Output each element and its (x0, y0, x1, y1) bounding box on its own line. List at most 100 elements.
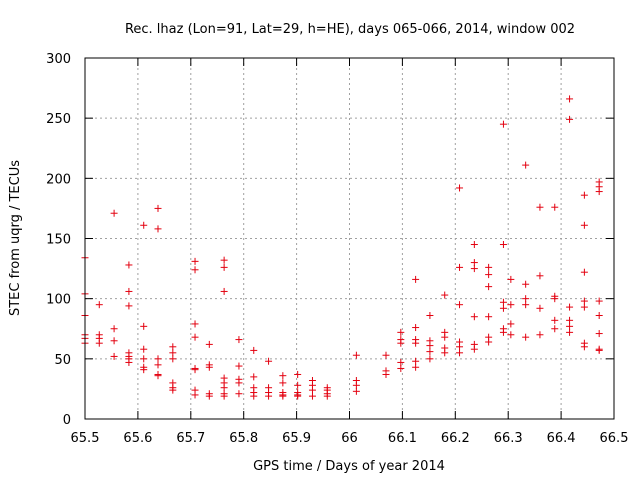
y-tick-label: 250 (46, 112, 71, 127)
data-point (522, 280, 530, 288)
data-point (499, 304, 507, 312)
data-point (470, 265, 478, 273)
data-point (352, 387, 360, 395)
data-point (125, 287, 133, 295)
data-point (294, 392, 302, 400)
data-point (580, 303, 588, 311)
x-axis-ticks: 65.5 65.6 65.7 65.8 65.9 66 66.1 66.2 66.3 66.4 66… (71, 58, 629, 446)
data-point (595, 297, 603, 305)
data-point (110, 209, 118, 217)
data-point (580, 343, 588, 351)
data-point (566, 328, 574, 336)
data-point (397, 364, 405, 372)
data-point (499, 298, 507, 306)
data-point (499, 328, 507, 336)
x-tick-label: 66.4 (547, 431, 576, 446)
x-tick-label: 66.1 (388, 431, 417, 446)
data-point (235, 379, 243, 387)
data-point (536, 272, 544, 280)
data-point (250, 392, 258, 400)
chart-title: Rec. lhaz (Lon=91, Lat=29, h=HE), days 0… (125, 22, 575, 37)
data-point (580, 268, 588, 276)
x-tick-label: 65.5 (71, 431, 100, 446)
data-point (580, 297, 588, 305)
data-point (426, 355, 434, 363)
data-point (522, 295, 530, 303)
data-point (566, 95, 574, 103)
data-point (382, 370, 390, 378)
data-point (95, 301, 103, 309)
data-point (507, 320, 515, 328)
data-point (426, 312, 434, 320)
data-point (235, 336, 243, 344)
data-point (566, 316, 574, 324)
data-point (499, 241, 507, 249)
data-point (205, 340, 213, 348)
data-point (595, 312, 603, 320)
data-point (470, 259, 478, 267)
data-point (507, 301, 515, 309)
data-point (235, 390, 243, 398)
data-point (412, 357, 420, 365)
data-point (485, 283, 493, 291)
data-point (110, 325, 118, 333)
y-tick-label: 100 (46, 293, 71, 308)
data-point (485, 263, 493, 271)
data-point (220, 263, 228, 271)
data-point (250, 373, 258, 381)
data-point (250, 346, 258, 354)
data-point (220, 256, 228, 264)
data-point (566, 322, 574, 330)
data-point (169, 386, 177, 394)
data-point (485, 271, 493, 279)
x-tick-label: 66.3 (494, 431, 523, 446)
data-point (470, 345, 478, 353)
data-point (279, 392, 287, 400)
data-point (140, 345, 148, 353)
data-point (566, 115, 574, 123)
data-point (169, 355, 177, 363)
data-point (154, 225, 162, 233)
x-axis-title: GPS time / Days of year 2014 (253, 459, 445, 474)
y-tick-label: 0 (63, 413, 71, 428)
data-point (191, 320, 199, 328)
data-point (154, 361, 162, 369)
data-point (323, 392, 331, 400)
plot-frame (84, 57, 615, 420)
data-point (412, 275, 420, 283)
data-point (154, 204, 162, 212)
data-point (191, 391, 199, 399)
data-point (140, 355, 148, 363)
data-point (470, 241, 478, 249)
data-point (169, 349, 177, 357)
data-point (397, 339, 405, 347)
y-axis-title: STEC from uqrg / TECUs (8, 160, 23, 316)
data-point (191, 333, 199, 341)
data-point (507, 275, 515, 283)
data-point (412, 363, 420, 371)
data-point (220, 287, 228, 295)
data-point (595, 330, 603, 338)
data-point (426, 348, 434, 356)
data-point (125, 358, 133, 366)
y-tick-label: 150 (46, 233, 71, 248)
x-tick-label: 65.9 (282, 431, 311, 446)
data-point (279, 372, 287, 380)
data-point (191, 266, 199, 274)
data-point (441, 291, 449, 299)
data-point (580, 191, 588, 199)
data-point (154, 372, 162, 380)
data-point (441, 333, 449, 341)
data-point (536, 304, 544, 312)
data-point (566, 303, 574, 311)
data-point (456, 184, 464, 192)
data-point (154, 355, 162, 363)
y-tick-label: 300 (46, 52, 71, 67)
data-point (499, 120, 507, 128)
data-point (220, 384, 228, 392)
data-point (456, 301, 464, 309)
data-point (522, 161, 530, 169)
x-tick-label: 66.5 (600, 431, 629, 446)
data-point (595, 346, 603, 354)
